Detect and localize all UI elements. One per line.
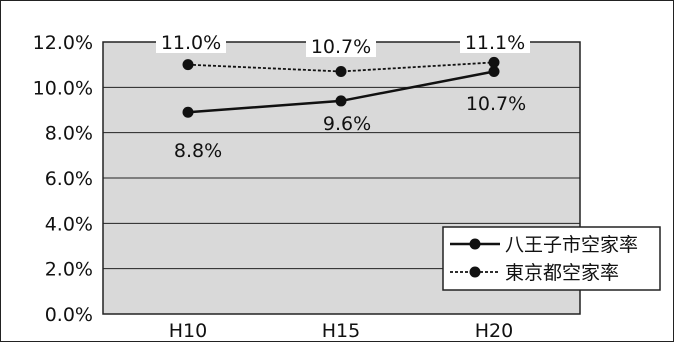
y-tick-label: 10.0% [33, 77, 93, 99]
x-tick-label: H20 [475, 320, 513, 342]
series-2-point [488, 56, 500, 68]
y-tick-label: 0.0% [45, 304, 93, 326]
series-2-point [182, 59, 194, 71]
x-axis-tick-labels: H10 H15 H20 [169, 320, 513, 342]
x-tick-label: H15 [322, 320, 360, 342]
legend-label-2: 東京都空家率 [505, 262, 619, 284]
y-tick-label: 4.0% [45, 213, 93, 235]
data-label: 10.7% [311, 36, 371, 58]
data-label: 8.8% [174, 140, 222, 162]
legend-marker-1 [469, 238, 481, 250]
legend-marker-2 [469, 266, 481, 278]
legend-box [442, 226, 661, 291]
data-label: 11.1% [465, 32, 525, 54]
y-tick-label: 2.0% [45, 259, 93, 281]
y-axis-tick-labels: 0.0% 2.0% 4.0% 6.0% 8.0% 10.0% 12.0% [33, 32, 93, 326]
data-label: 9.6% [323, 113, 371, 135]
data-labels: 8.8% 9.6% 10.7% 11.0% 10.7% 11.1% [156, 31, 530, 162]
y-tick-label: 12.0% [33, 32, 93, 54]
series-1-point [488, 65, 500, 77]
y-tick-label: 8.0% [45, 123, 93, 145]
data-label-background [306, 35, 376, 57]
x-tick-label: H10 [169, 320, 207, 342]
series-1-point [335, 95, 347, 107]
data-label-background [460, 31, 530, 53]
data-label-background [156, 31, 226, 53]
series-2-point [335, 65, 347, 77]
y-tick-label: 6.0% [45, 168, 93, 190]
data-label: 11.0% [161, 32, 221, 54]
series-lines [182, 56, 500, 118]
series-line-2 [187, 61, 495, 73]
legend-label-1: 八王子市空家率 [505, 234, 638, 256]
series-1-point [182, 106, 194, 118]
data-label: 10.7% [466, 93, 526, 115]
